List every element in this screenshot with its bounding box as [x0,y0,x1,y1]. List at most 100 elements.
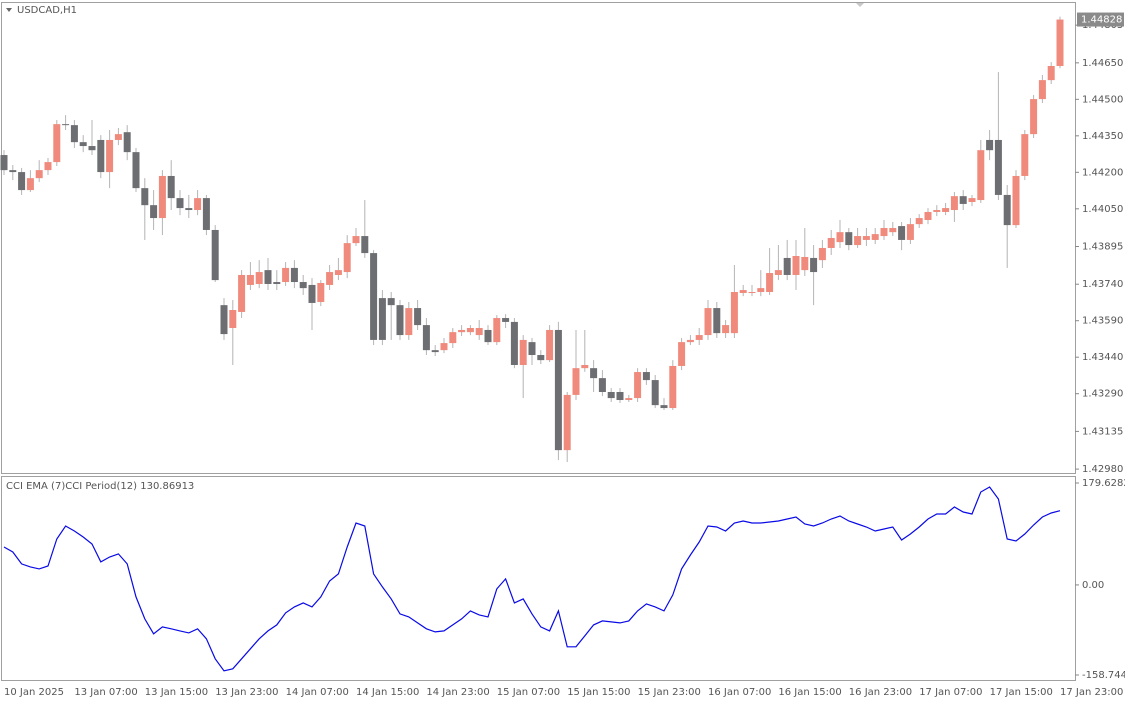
candle-body [915,218,923,225]
y-tick-label: 1.43290 [1082,389,1123,400]
y-tick-label: 1.44350 [1082,131,1123,142]
candle-body [484,329,492,343]
candle-body [475,328,483,336]
candle-body [660,405,668,409]
x-tick-label: 16 Jan 23:00 [849,687,912,698]
x-tick-label: 17 Jan 23:00 [1060,687,1123,698]
candle-body [634,372,642,399]
candle-body [563,394,571,451]
y-tick-label: 1.43440 [1082,352,1123,363]
candle-body [898,226,906,240]
candle-body [924,211,932,220]
y-tick-label: 1.44650 [1082,58,1123,69]
candle-body [123,132,131,153]
candle-body [854,236,862,246]
candle-body [607,391,615,399]
candle-body [950,196,958,211]
candle-body [546,329,554,361]
candle-body [185,208,193,211]
x-tick-label: 15 Jan 23:00 [638,687,701,698]
candle-body [519,339,527,365]
candle-body [97,139,105,173]
candle-body [862,236,870,240]
candle-body [713,308,721,334]
chart-title: USDCAD,H1 [17,5,77,16]
candle-body [766,273,774,293]
candle-body [176,198,184,209]
y-tick-label: 1.42980 [1082,464,1123,475]
x-tick-label: 13 Jan 15:00 [145,687,208,698]
candle-body [977,150,985,201]
candle-body [255,272,263,284]
candle-body [810,257,818,273]
candle-body [942,208,950,212]
candle-body [906,224,914,240]
candle-body [387,298,395,306]
current-price-label: 1.44828 [1081,15,1122,26]
candle-body [273,282,281,284]
candle-body [704,308,712,336]
x-tick-label: 14 Jan 23:00 [426,687,489,698]
y-tick-label: 1.43135 [1082,426,1123,437]
candle-body [246,274,254,285]
candle-body [889,228,897,233]
candle-body [730,292,738,334]
candle-body [528,342,536,356]
candle-body [466,328,474,333]
candle-body [686,339,694,343]
candle-body [158,175,166,219]
candle-body [431,350,439,353]
y-tick-label: 1.43590 [1082,316,1123,327]
candle-body [26,178,34,191]
candle-body [801,256,809,271]
candle-body [792,256,800,275]
y-tick-label: 1.44500 [1082,94,1123,105]
candle-body [695,335,703,340]
candle-body [994,139,1002,195]
indicator-name: CCI EMA (7)CCI Period(12) [6,481,137,492]
indicator-title: CCI EMA (7)CCI Period(12) 130.86913 [6,481,194,492]
candle-body [229,310,237,329]
current-price-box [1077,12,1124,27]
candle-body [334,270,342,275]
y-tick-label: 1.44050 [1082,204,1123,215]
candle-body [167,175,175,199]
candle-body [616,391,624,401]
candle-body [722,325,730,334]
candle-body [572,368,580,395]
candle-body [845,232,853,246]
candle-body [194,198,202,211]
candle-body [1056,19,1064,67]
candle-body [739,290,747,293]
x-tick-label: 17 Jan 15:00 [990,687,1053,698]
indicator-value: 130.86913 [140,481,194,492]
x-tick-label: 16 Jan 15:00 [778,687,841,698]
x-tick-label: 15 Jan 07:00 [497,687,560,698]
candle-body [458,329,466,333]
candle-body [590,368,598,379]
candle-body [651,380,659,406]
candle-body [141,188,149,206]
candle-body [959,196,967,204]
candle-body [132,152,140,189]
candle-body [414,308,422,326]
candle-body [290,267,298,283]
candle-body [642,372,650,381]
candle-body [18,172,26,191]
candle-body [449,332,457,344]
candle-body [326,272,334,285]
x-tick-label: 13 Jan 07:00 [74,687,137,698]
candle-body [986,139,994,151]
candle-body [361,236,369,254]
candle-body [422,325,430,351]
y-tick-label: 1.44200 [1082,167,1123,178]
candle-body [502,318,510,322]
candle-body [150,205,158,219]
candle-body [299,282,307,289]
candle-body [370,253,378,340]
candle-body [1038,80,1046,100]
x-tick-label: 14 Jan 15:00 [356,687,419,698]
